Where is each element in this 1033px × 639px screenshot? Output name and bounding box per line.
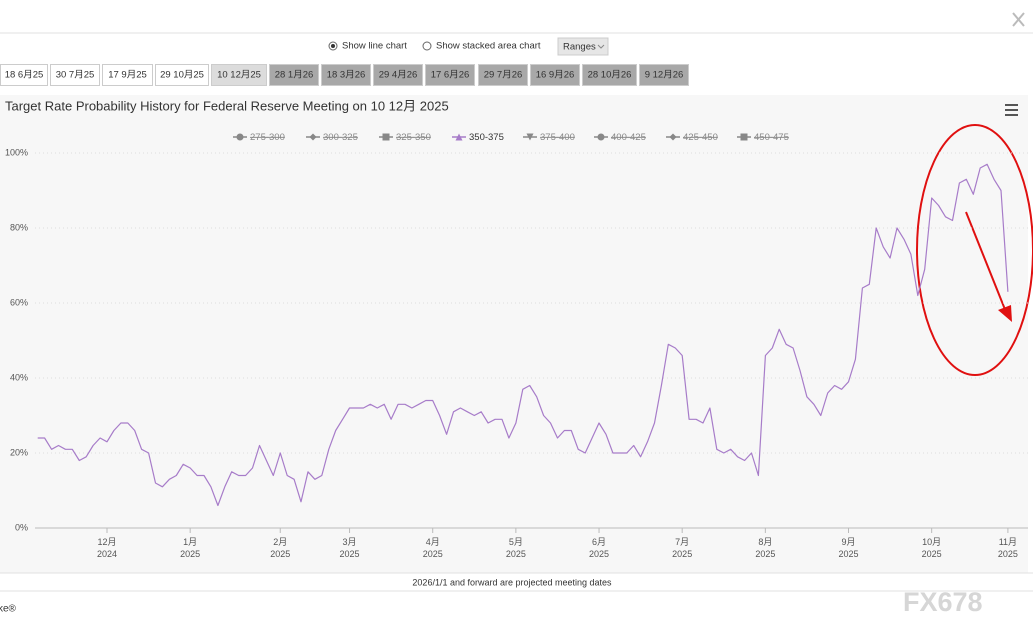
x-tick-label: 5月 2025 bbox=[506, 537, 526, 559]
meeting-tab[interactable]: 29 7月26 bbox=[478, 64, 528, 86]
y-tick-label: 0% bbox=[15, 522, 28, 532]
legend-label[interactable]: 350-375 bbox=[469, 132, 504, 143]
legend-marker bbox=[309, 133, 317, 141]
legend-label[interactable]: 275-300 bbox=[250, 132, 285, 143]
legend-marker bbox=[526, 133, 534, 141]
credit: ke® bbox=[0, 604, 17, 615]
close-icon[interactable] bbox=[1012, 12, 1025, 27]
dropdown-box bbox=[557, 37, 609, 56]
tab-label: 18 6月25 bbox=[5, 70, 44, 81]
y-tick-label: 60% bbox=[10, 297, 28, 307]
tab-box bbox=[321, 64, 371, 86]
ranges-dropdown[interactable]: Ranges bbox=[557, 37, 609, 56]
meeting-tab[interactable]: 30 7月25 bbox=[50, 64, 100, 86]
x-tick-label: 12月 2024 bbox=[97, 537, 117, 559]
radio-label: Show line chart bbox=[342, 41, 407, 52]
tab-label: 16 9月26 bbox=[536, 70, 575, 81]
meeting-tab[interactable]: 28 1月26 bbox=[269, 64, 319, 86]
tab-box bbox=[582, 64, 637, 86]
dropdown-label: Ranges bbox=[563, 42, 596, 53]
radio-button bbox=[422, 41, 432, 51]
y-tick-label: 40% bbox=[10, 372, 28, 382]
meeting-tab[interactable]: 9 12月26 bbox=[639, 64, 689, 86]
x-tick-label: 6月 2025 bbox=[589, 537, 609, 559]
legend-label[interactable]: 400-425 bbox=[611, 132, 646, 143]
annotation bbox=[916, 124, 1033, 376]
tab-label: 17 9月25 bbox=[108, 70, 147, 81]
tab-box bbox=[269, 64, 319, 86]
meeting-tab[interactable]: 10 12月25 bbox=[211, 64, 267, 86]
radio-dot bbox=[331, 44, 335, 48]
dropdown-caret bbox=[597, 44, 605, 49]
radio-option[interactable]: Show line chart bbox=[328, 41, 407, 52]
tab-label: 28 1月26 bbox=[275, 70, 314, 81]
meeting-tab[interactable]: 29 10月25 bbox=[155, 64, 209, 86]
legend-label[interactable]: 450-475 bbox=[754, 132, 789, 143]
legend-marker bbox=[740, 133, 748, 141]
x-tick-label: 11月 2025 bbox=[998, 537, 1018, 559]
legend-label[interactable]: 325-350 bbox=[396, 132, 431, 143]
tab-label: 17 6月26 bbox=[431, 70, 470, 81]
tab-label: 29 7月26 bbox=[484, 70, 523, 81]
x-tick-label: 9月 2025 bbox=[838, 537, 858, 559]
menu-icon[interactable] bbox=[1005, 104, 1018, 116]
y-tick-label: 80% bbox=[10, 222, 28, 232]
legend-label[interactable]: 375-400 bbox=[540, 132, 575, 143]
legend-marker bbox=[236, 133, 244, 141]
tab-box bbox=[50, 64, 100, 86]
legend-label[interactable]: 425-450 bbox=[683, 132, 718, 143]
tab-label: 9 12月26 bbox=[645, 70, 684, 81]
meeting-tab[interactable]: 18 3月26 bbox=[321, 64, 371, 86]
tab-label: 29 10月25 bbox=[160, 70, 204, 81]
tab-label: 28 10月26 bbox=[588, 70, 632, 81]
legend-marker bbox=[382, 133, 390, 141]
legend-marker bbox=[597, 133, 605, 141]
series-line bbox=[37, 163, 1009, 507]
x-tick-label: 7月 2025 bbox=[672, 537, 692, 559]
tab-label: 10 12月25 bbox=[217, 70, 261, 81]
radio-label: Show stacked area chart bbox=[436, 41, 541, 52]
tab-box bbox=[639, 64, 689, 86]
tab-box bbox=[102, 64, 153, 86]
tab-box bbox=[530, 64, 580, 86]
x-tick-label: 10月 2025 bbox=[922, 537, 942, 559]
meeting-tab[interactable]: 29 4月26 bbox=[373, 64, 423, 86]
x-tick-label: 4月 2025 bbox=[423, 537, 443, 559]
tab-box bbox=[155, 64, 209, 86]
radio-option[interactable]: Show stacked area chart bbox=[422, 41, 541, 52]
tab-label: 18 3月26 bbox=[327, 70, 366, 81]
x-tick-label: 2月 2025 bbox=[270, 537, 290, 559]
watermark: FX678 bbox=[903, 587, 983, 617]
x-tick-label: 3月 2025 bbox=[340, 537, 360, 559]
tab-box bbox=[0, 64, 48, 86]
tab-box bbox=[478, 64, 528, 86]
chart-title: Target Rate Probability History for Fede… bbox=[5, 98, 449, 113]
x-tick-label: 8月 2025 bbox=[755, 537, 775, 559]
meeting-tab[interactable]: 28 10月26 bbox=[582, 64, 637, 86]
x-tick-label: 1月 2025 bbox=[180, 537, 200, 559]
meeting-tab[interactable]: 17 9月25 bbox=[102, 64, 153, 86]
tab-box bbox=[373, 64, 423, 86]
meeting-tab[interactable]: 18 6月25 bbox=[0, 64, 48, 86]
tab-label: 29 4月26 bbox=[379, 70, 418, 81]
tab-box bbox=[211, 64, 267, 86]
legend-label[interactable]: 300-325 bbox=[323, 132, 358, 143]
tab-box bbox=[425, 64, 475, 86]
legend-marker bbox=[669, 133, 677, 141]
chart-background bbox=[0, 95, 1028, 573]
meeting-tab[interactable]: 16 9月26 bbox=[530, 64, 580, 86]
tab-label: 30 7月25 bbox=[56, 70, 95, 81]
y-tick-label: 20% bbox=[10, 447, 28, 457]
y-tick-label: 100% bbox=[5, 147, 28, 157]
meeting-tab[interactable]: 17 6月26 bbox=[425, 64, 475, 86]
legend-marker bbox=[455, 133, 463, 141]
footer-note: 2026/1/1 and forward are projected meeti… bbox=[412, 577, 612, 587]
